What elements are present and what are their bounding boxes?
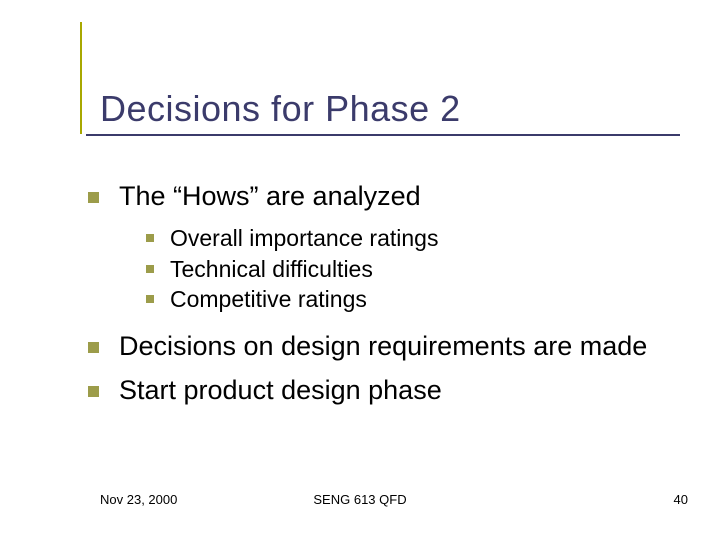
bullet-lvl1: Decisions on design requirements are mad… [88,330,672,364]
footer-page-number: 40 [674,492,688,507]
bullet-text: Decisions on design requirements are mad… [119,330,672,364]
slide-body: The “Hows” are analyzed Overall importan… [88,180,672,418]
square-bullet-icon [146,265,154,273]
bullet-lvl2: Overall importance ratings [146,224,672,253]
slide-title: Decisions for Phase 2 [62,88,680,130]
title-underline [86,134,680,136]
bullet-lvl1: The “Hows” are analyzed [88,180,672,214]
bullet-lvl2: Technical difficulties [146,255,672,284]
square-bullet-icon [88,386,99,397]
slide-footer: Nov 23, 2000 SENG 613 QFD 40 [0,492,720,512]
square-bullet-icon [146,295,154,303]
bullet-lvl2: Competitive ratings [146,285,672,314]
slide: Decisions for Phase 2 The “Hows” are ana… [0,0,720,540]
bullet-text: Start product design phase [119,374,672,408]
square-bullet-icon [88,342,99,353]
square-bullet-icon [88,192,99,203]
bullet-text: Competitive ratings [170,285,672,314]
bullet-text: Technical difficulties [170,255,672,284]
bullet-lvl1: Start product design phase [88,374,672,408]
spacer [88,316,672,330]
bullet-text: Overall importance ratings [170,224,672,253]
title-area: Decisions for Phase 2 [62,88,680,130]
title-accent-bar [80,22,82,134]
footer-course: SENG 613 QFD [0,492,720,507]
bullet-text: The “Hows” are analyzed [119,180,672,214]
square-bullet-icon [146,234,154,242]
